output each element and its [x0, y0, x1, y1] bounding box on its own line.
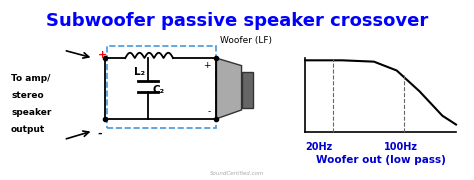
Polygon shape: [217, 58, 242, 119]
Text: +: +: [203, 61, 210, 70]
Text: 20Hz: 20Hz: [306, 142, 333, 152]
Text: Woofer (LF): Woofer (LF): [219, 36, 272, 45]
Bar: [242, 72, 253, 108]
Text: L₂: L₂: [134, 67, 146, 77]
Text: speaker: speaker: [11, 108, 52, 117]
Text: 100Hz: 100Hz: [384, 142, 418, 152]
Text: Subwoofer passive speaker crossover: Subwoofer passive speaker crossover: [46, 12, 428, 30]
Text: Woofer out (low pass): Woofer out (low pass): [316, 155, 446, 165]
Text: To amp/: To amp/: [11, 75, 51, 84]
Text: C₂: C₂: [153, 85, 164, 95]
Text: stereo: stereo: [11, 91, 44, 100]
Text: +: +: [98, 50, 107, 60]
Text: -: -: [207, 107, 210, 116]
Text: output: output: [11, 125, 46, 134]
Text: SoundCertified.com: SoundCertified.com: [210, 171, 264, 176]
Text: -: -: [98, 128, 102, 138]
